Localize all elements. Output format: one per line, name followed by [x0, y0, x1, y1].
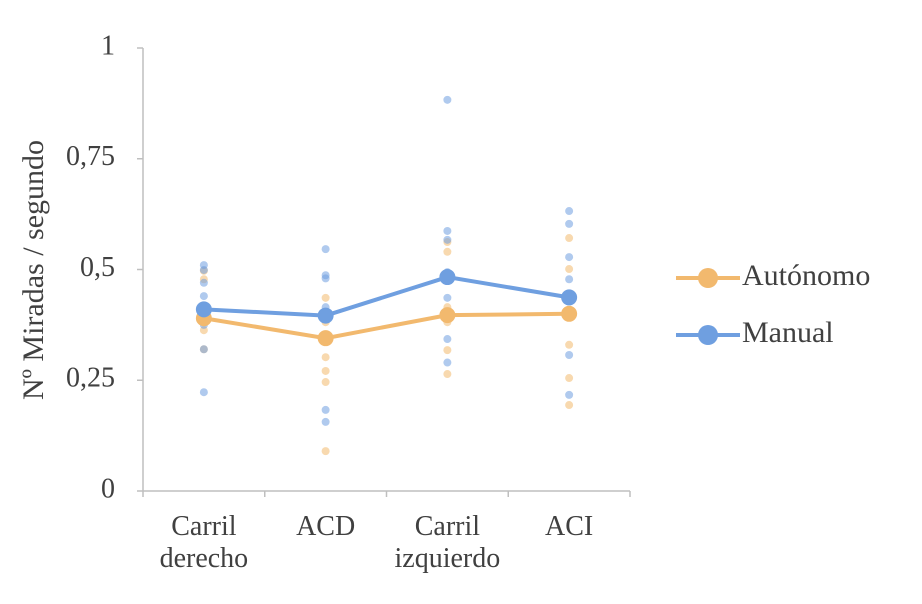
y-tick-label: 0 — [101, 473, 115, 504]
data-point — [321, 353, 330, 362]
data-point — [199, 345, 208, 354]
mean-marker — [317, 307, 334, 324]
mean-marker — [439, 307, 456, 324]
y-tick-label: 0,5 — [80, 252, 115, 283]
mean-marker — [561, 289, 578, 306]
data-point — [321, 447, 330, 456]
y-tick-label: 1 — [101, 30, 115, 61]
data-point — [565, 401, 574, 410]
data-point — [565, 275, 574, 284]
mean-line — [203, 274, 570, 318]
data-point — [321, 274, 330, 283]
legend-marker — [698, 268, 718, 288]
data-point — [321, 417, 330, 426]
data-point — [199, 388, 208, 397]
data-point — [321, 293, 330, 302]
y-tick-label: 0,75 — [66, 141, 115, 172]
mean-marker — [317, 330, 334, 347]
data-point — [443, 293, 452, 302]
data-point — [443, 235, 452, 244]
x-tick-label: Carril derecho — [159, 511, 249, 574]
x-tick-label: ACI — [545, 511, 594, 542]
data-point — [199, 265, 208, 274]
data-point — [565, 390, 574, 399]
data-point — [443, 346, 452, 355]
legend-marker — [698, 325, 718, 345]
data-point — [565, 265, 574, 274]
data-point — [443, 226, 452, 235]
legend-label: Manual — [742, 316, 834, 349]
mean-marker — [439, 269, 456, 286]
data-point — [443, 370, 452, 379]
data-point — [443, 95, 452, 104]
y-tick-label: 0,25 — [66, 363, 115, 394]
mean-line — [203, 311, 570, 341]
data-point — [565, 234, 574, 243]
x-tick-label: ACD — [296, 511, 356, 542]
legend-label: Autónomo — [742, 259, 870, 292]
data-point — [321, 245, 330, 254]
data-point — [443, 335, 452, 344]
data-point — [199, 278, 208, 287]
data-point — [565, 374, 574, 383]
data-point — [321, 405, 330, 414]
data-point — [321, 366, 330, 375]
data-point — [199, 292, 208, 301]
data-point — [565, 340, 574, 349]
mean-marker — [195, 301, 212, 318]
data-point — [565, 350, 574, 359]
data-point — [565, 253, 574, 262]
y-axis-title: Nº Miradas / segundo — [17, 140, 50, 400]
data-point — [565, 207, 574, 216]
x-tick-label: Carril izquierdo — [394, 511, 501, 574]
data-point — [565, 219, 574, 228]
data-point — [321, 378, 330, 387]
data-point — [443, 247, 452, 256]
data-point — [443, 358, 452, 367]
mean-marker — [561, 305, 578, 322]
